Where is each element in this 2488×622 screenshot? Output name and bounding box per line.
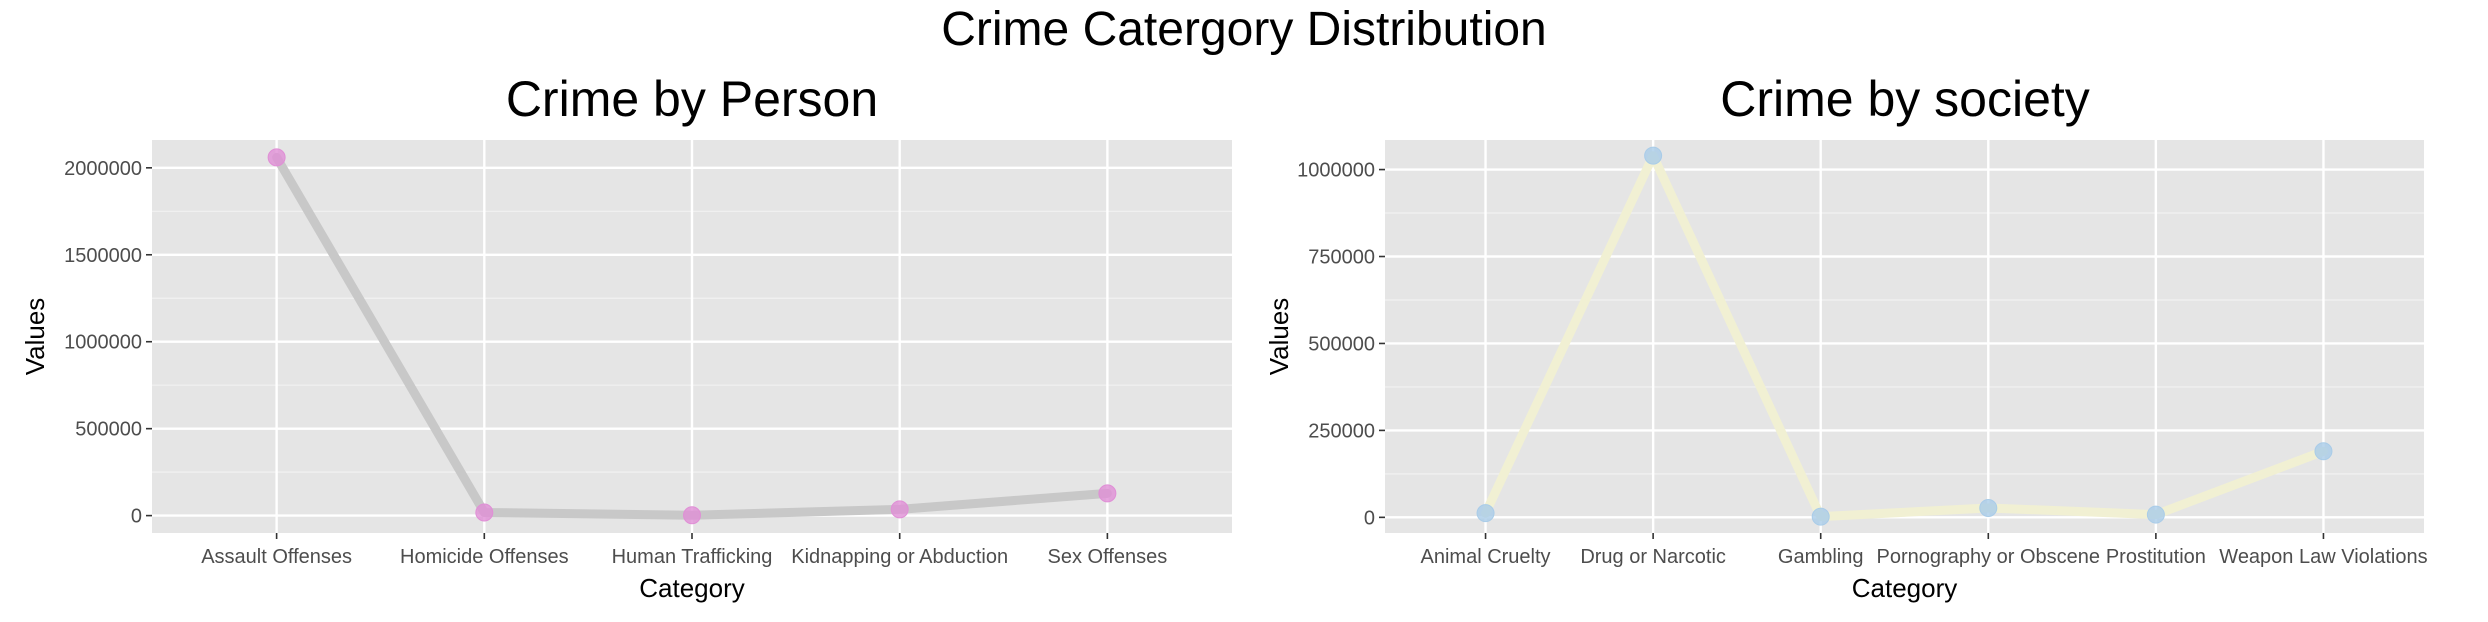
data-point: [267, 148, 286, 167]
x-tick-label: Human Trafficking: [612, 546, 773, 568]
y-tick-label: 0: [131, 506, 142, 528]
data-point: [1098, 484, 1117, 503]
series-line: [1481, 151, 2328, 522]
x-tick-label: Sex Offenses: [1048, 546, 1168, 568]
x-tick-label: Kidnapping or Abduction: [791, 546, 1008, 568]
chart-crime-by-society: 0 250000 500000 750000 1000000 Animal Cruelty…: [1264, 140, 2428, 603]
y-tick-label: 500000: [1308, 333, 1375, 355]
y-axis-title: Values: [1264, 298, 1294, 376]
data-point: [2314, 442, 2333, 461]
data-point: [475, 503, 494, 522]
y-tick-label: 1000000: [1297, 160, 1375, 182]
data-point: [1979, 498, 1998, 517]
figure-title: Crime Catergory Distribution: [941, 3, 1547, 56]
y-tick-label: 0: [1364, 507, 1375, 529]
x-tick-label: Weapon Law Violations: [2219, 546, 2427, 568]
y-tick-label: 1500000: [64, 245, 142, 267]
data-point: [890, 500, 909, 519]
data-point: [2146, 505, 2165, 524]
chart-crime-by-person: 0 500000 1000000 1500000 2000000 Assault Offe…: [20, 140, 1232, 603]
x-tick-label: Animal Cruelty: [1421, 546, 1551, 568]
y-tick-label: 2000000: [64, 158, 142, 180]
data-point: [1811, 507, 1830, 526]
y-tick-label: 250000: [1308, 420, 1375, 442]
y-tick-label: 750000: [1308, 247, 1375, 269]
x-tick-label: Gambling: [1778, 546, 1864, 568]
y-tick-label: 1000000: [64, 332, 142, 354]
y-axis-title: Values: [20, 298, 50, 376]
x-tick-label: Pornography or Obscene: [1877, 546, 2100, 568]
x-axis-title: Category: [1852, 573, 1958, 603]
data-point: [1644, 146, 1663, 165]
x-tick-label: Homicide Offenses: [400, 546, 569, 568]
x-axis-title: Category: [639, 573, 745, 603]
x-tick-label: Prostitution: [2106, 546, 2206, 568]
panel-title-person: Crime by Person: [505, 71, 879, 127]
y-tick-label: 500000: [75, 419, 142, 441]
panel-background: [1385, 140, 2424, 533]
x-tick-label: Drug or Narcotic: [1580, 546, 1726, 568]
data-point: [683, 506, 701, 525]
data-point: [1476, 504, 1495, 523]
panel-title-society: Crime by society: [1720, 71, 2090, 127]
x-tick-label: Assault Offenses: [201, 546, 352, 568]
